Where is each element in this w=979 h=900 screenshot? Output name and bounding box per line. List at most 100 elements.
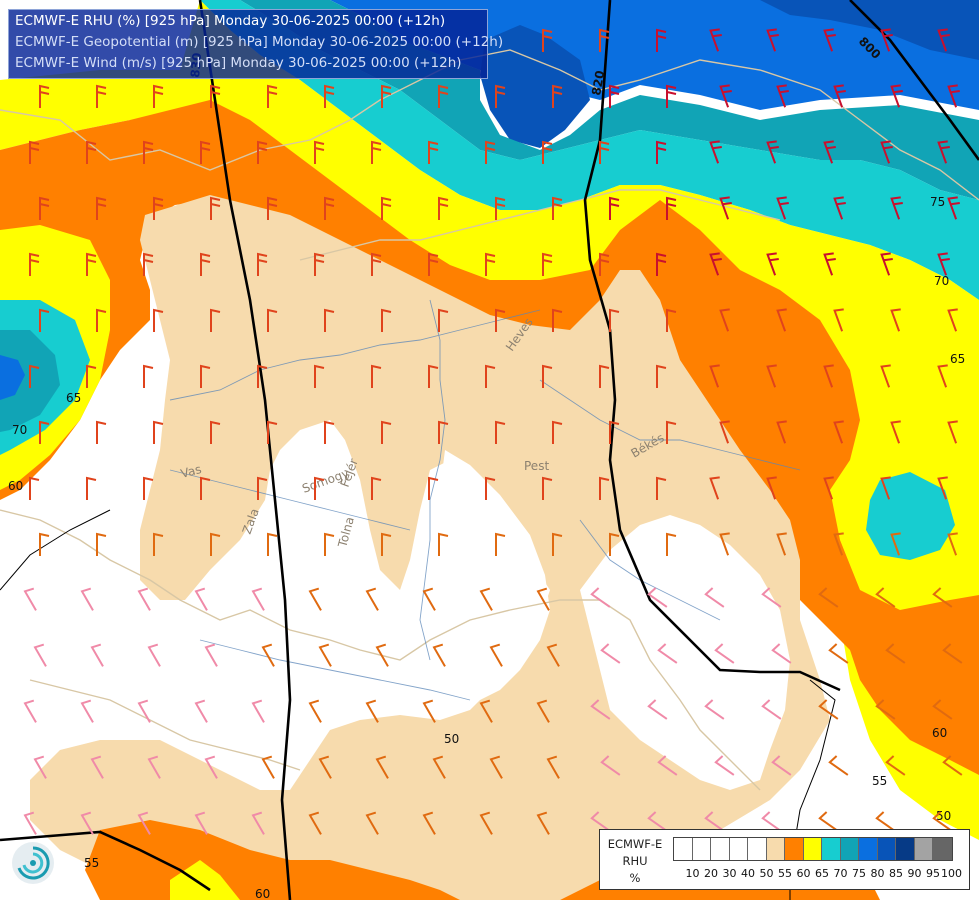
- wind-barb: [495, 196, 506, 220]
- title-wind: ECMWF-E Wind (m/s) [925 hPa] Monday 30-0…: [15, 55, 462, 71]
- wind-barb: [818, 699, 839, 720]
- wind-barb: [776, 420, 787, 444]
- wind-barb: [371, 252, 382, 276]
- wind-barb: [885, 643, 906, 664]
- wind-barb: [23, 587, 37, 611]
- wind-barb: [709, 364, 720, 388]
- wind-barb: [267, 84, 278, 108]
- wind-barb: [609, 196, 620, 220]
- wind-barb: [381, 420, 392, 444]
- wind-barb: [947, 420, 958, 444]
- logo-icon: [12, 842, 54, 884]
- wind-barb: [704, 587, 725, 608]
- wind-barb: [875, 699, 896, 720]
- wind-barb: [766, 476, 777, 500]
- wind-barb: [761, 699, 782, 720]
- rh-zone-80-85: [480, 25, 590, 148]
- wind-barb: [937, 364, 948, 388]
- wind-barb: [204, 755, 218, 779]
- wind-barb: [766, 140, 779, 164]
- wind-barb: [536, 587, 550, 611]
- wind-barb: [833, 308, 844, 332]
- wind-barb: [438, 532, 449, 556]
- legend-color-bar: [673, 837, 953, 861]
- wind-barb: [656, 252, 667, 276]
- wind-barb: [479, 811, 493, 835]
- wind-barb: [428, 476, 439, 500]
- contour-label: 60: [255, 887, 270, 900]
- wind-barb: [86, 140, 97, 164]
- wind-barb: [143, 140, 154, 164]
- wind-barb: [324, 308, 335, 332]
- legend-tick-label: 30: [722, 867, 737, 880]
- legend-swatch: [711, 838, 730, 860]
- wind-barb: [200, 252, 211, 276]
- wind-barb: [318, 755, 332, 779]
- wind-barb: [96, 84, 107, 108]
- legend-tick-label: 10: [685, 867, 700, 880]
- title-box: ECMWF-E RHU (%) [925 hPa] Monday 30-06-2…: [8, 9, 503, 79]
- legend-swatch: [914, 838, 933, 860]
- wind-barb: [204, 643, 218, 667]
- legend-tick-label: 85: [889, 867, 903, 880]
- wind-barb: [137, 699, 151, 723]
- wind-barb: [656, 140, 667, 164]
- wind-barb: [153, 420, 164, 444]
- wind-barb: [709, 28, 722, 52]
- wind-barb: [542, 28, 553, 52]
- wind-barb: [381, 196, 392, 220]
- wind-barb: [438, 308, 449, 332]
- rh-zone-below-50-mid: [430, 450, 550, 712]
- wind-barb: [438, 420, 449, 444]
- wind-barb: [137, 587, 151, 611]
- wind-barb: [251, 699, 265, 723]
- wind-barb: [422, 811, 436, 835]
- legend-swatch: [674, 838, 693, 860]
- wind-barb: [210, 532, 221, 556]
- legend-swatch: [877, 838, 896, 860]
- contour-label: 60: [932, 726, 947, 740]
- region-label: Vas: [179, 462, 203, 481]
- wind-barb: [656, 476, 667, 500]
- legend-variable: RHU: [622, 854, 648, 868]
- wind-barb: [489, 643, 503, 667]
- wind-barb: [709, 140, 722, 164]
- wind-barb: [546, 755, 560, 779]
- wind-barb: [719, 532, 730, 556]
- legend-tick-label: 90: [907, 867, 922, 880]
- wind-barb: [257, 252, 268, 276]
- legend-tick-label: 70: [833, 867, 848, 880]
- wind-barb: [375, 643, 389, 667]
- legend-swatch: [692, 838, 711, 860]
- wind-barb: [210, 308, 221, 332]
- wind-barb: [39, 84, 50, 108]
- contour-label: 70: [934, 274, 949, 288]
- wind-barb: [590, 699, 611, 720]
- wind-barb: [942, 755, 963, 776]
- wind-barb: [833, 532, 844, 556]
- wind-barb: [776, 196, 789, 220]
- rh-zone-75-80-west: [0, 355, 25, 400]
- wind-barb: [422, 587, 436, 611]
- wind-barb: [552, 196, 563, 220]
- wind-barb: [823, 476, 834, 500]
- wind-barb: [880, 364, 891, 388]
- wind-barb: [776, 532, 787, 556]
- wind-barb: [880, 28, 893, 52]
- wind-barb: [709, 476, 720, 500]
- wind-barb: [371, 476, 382, 500]
- wind-barb: [823, 28, 836, 52]
- wind-barb: [776, 84, 789, 108]
- wind-barb: [666, 420, 677, 444]
- legend-swatch: [859, 838, 878, 860]
- wind-barb: [947, 84, 960, 108]
- legend-tick-label: 50: [759, 867, 774, 880]
- contour-label: 60: [8, 479, 23, 493]
- wind-barb: [257, 364, 268, 388]
- legend-tick-label: 75: [852, 867, 866, 880]
- wind-barb: [432, 755, 446, 779]
- wind-barb: [438, 84, 449, 108]
- legend-tick-label: 100: [941, 867, 962, 880]
